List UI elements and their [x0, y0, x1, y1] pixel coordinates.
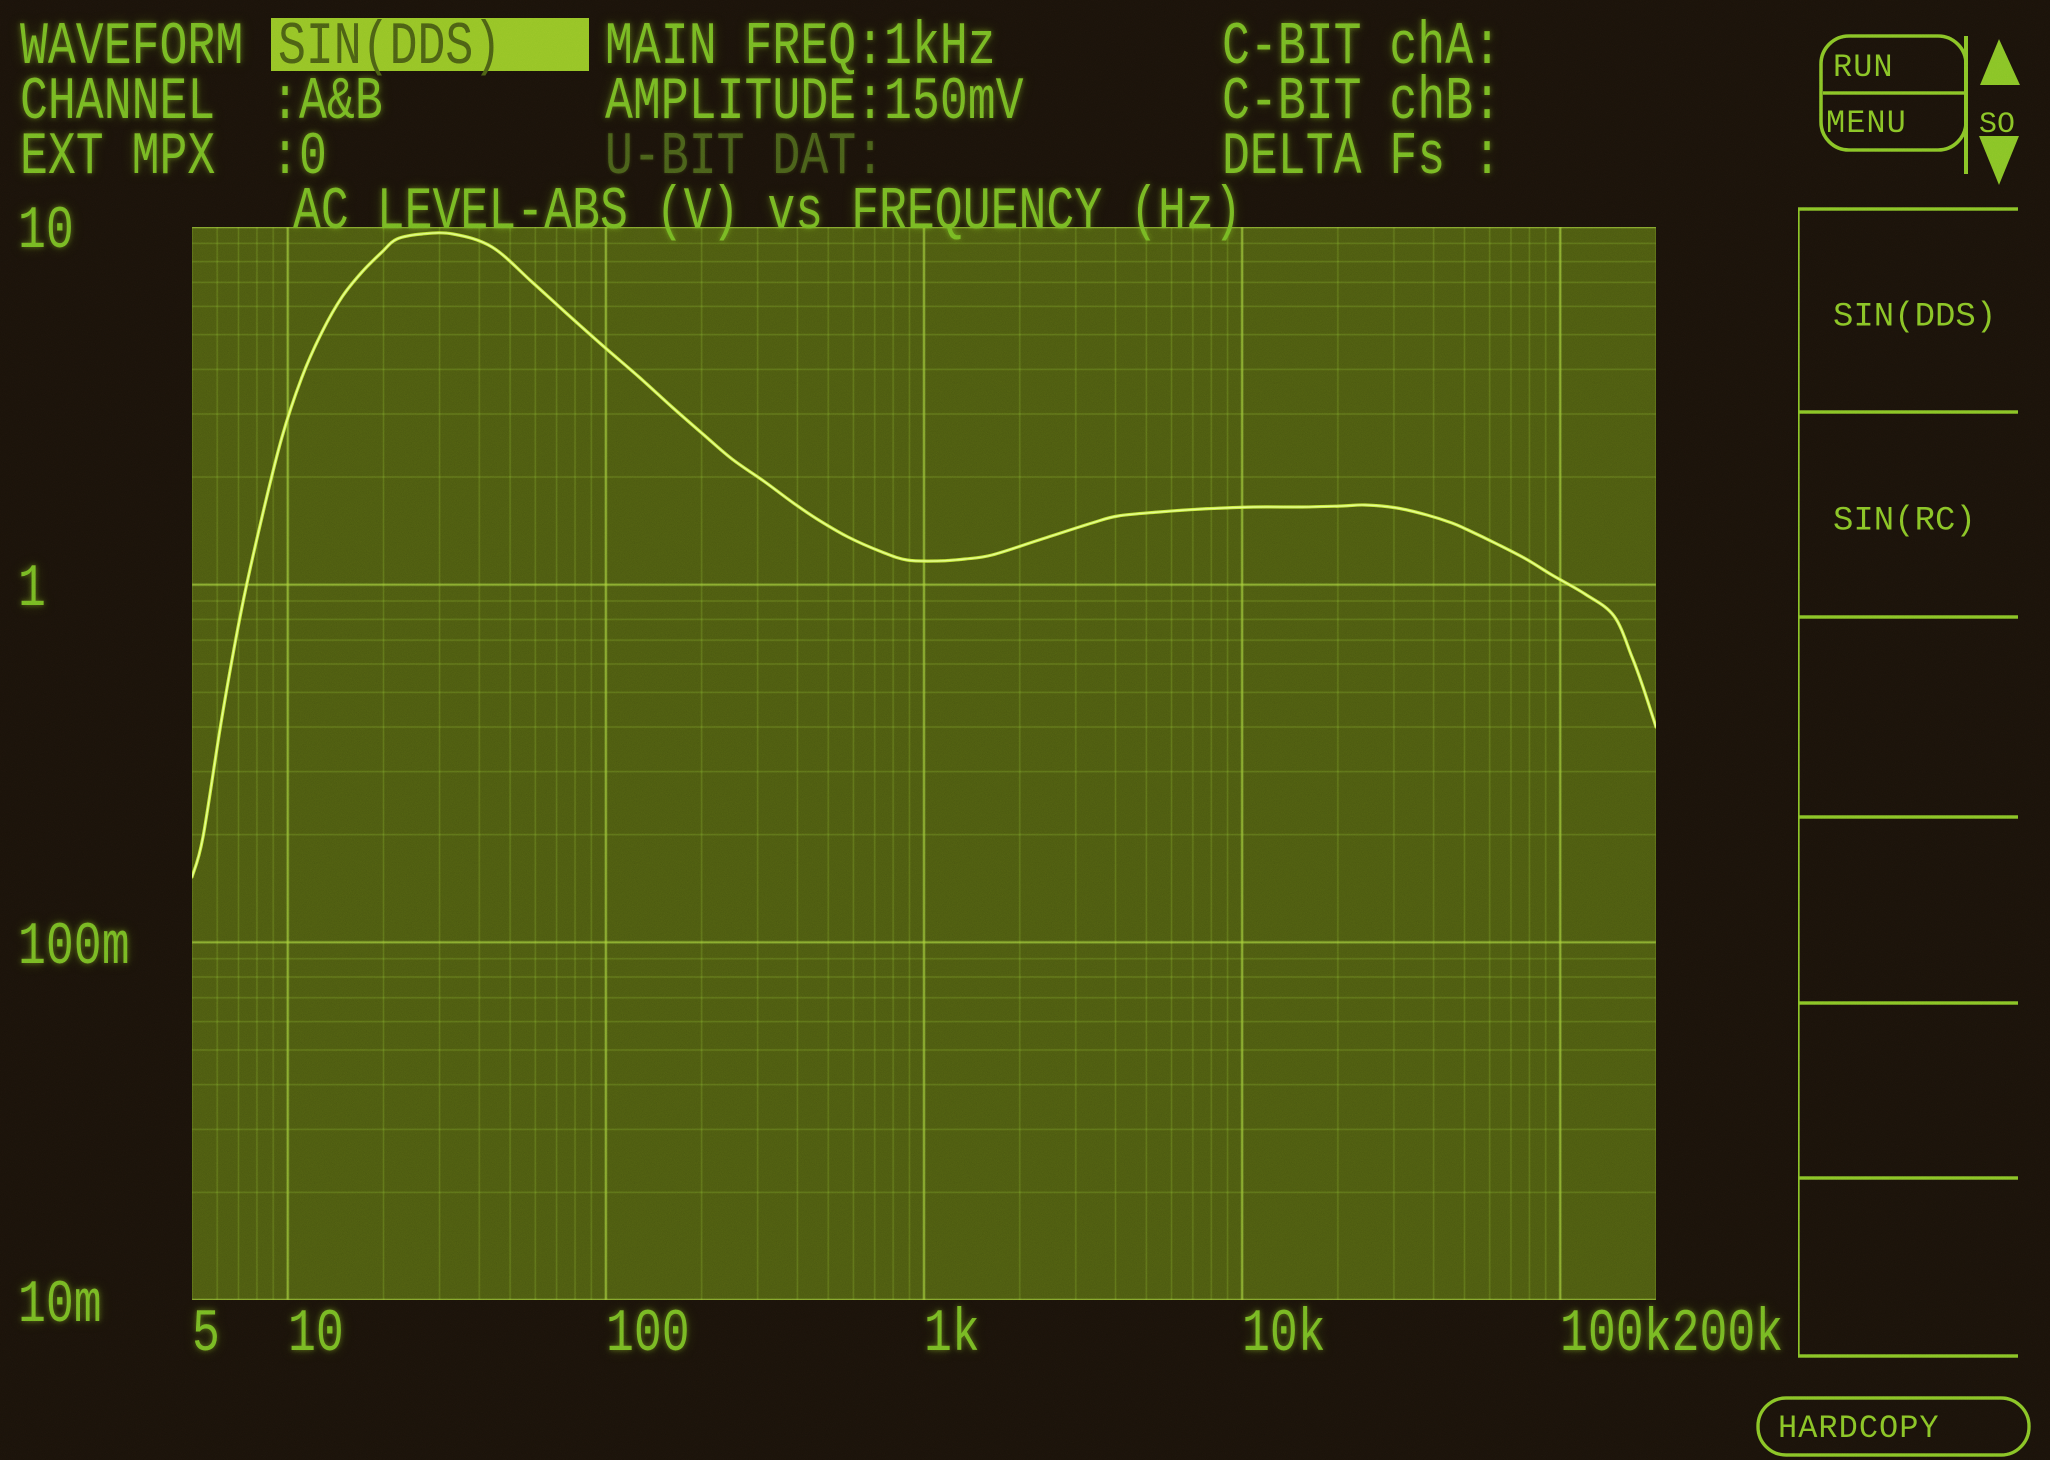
svg-text:SIN(DDS): SIN(DDS) — [1833, 299, 1996, 337]
svg-text:HARDCOPY: HARDCOPY — [1778, 1410, 1940, 1447]
svg-text:SIN(RC): SIN(RC) — [1833, 503, 1976, 541]
